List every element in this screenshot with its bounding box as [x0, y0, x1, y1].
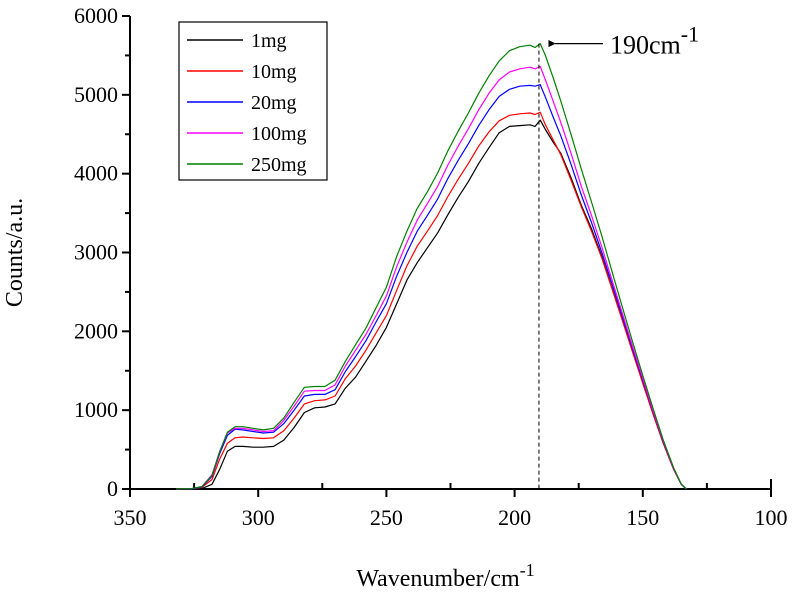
series-line-20mg	[176, 83, 687, 490]
x-tick-label: 350	[114, 505, 147, 530]
x-tick-label: 200	[498, 505, 531, 530]
legend-item: 1mg	[187, 30, 287, 52]
legend-label: 20mg	[251, 92, 297, 114]
legend-label: 250mg	[251, 154, 307, 176]
series-layer	[176, 42, 687, 490]
x-tick-label: 300	[242, 505, 275, 530]
y-tick-label: 4000	[74, 161, 118, 186]
y-axis-title: Counts/a.u.	[2, 198, 28, 307]
peak-annotation-superscript: -1	[681, 22, 699, 47]
x-axis-title-superscript: -1	[520, 560, 535, 580]
x-tick-label: 100	[755, 505, 788, 530]
y-tick-label: 3000	[74, 240, 118, 265]
x-axis-title: Wavenumber/cm-1	[356, 560, 534, 592]
legend-box	[178, 21, 328, 181]
y-tick-label: 6000	[74, 3, 118, 28]
series-line-100mg	[176, 65, 687, 490]
x-axis-title-main: Wavenumber/cm	[356, 566, 520, 592]
y-tick-label: 2000	[74, 318, 118, 343]
peak-annotation-main: 190cm	[610, 31, 681, 60]
series-line-250mg	[176, 42, 687, 490]
y-tick-label: 5000	[74, 82, 118, 107]
legend-item: 20mg	[187, 92, 297, 114]
y-tick-label: 0	[107, 476, 118, 501]
legend-item: 10mg	[187, 61, 297, 83]
legend-label: 100mg	[251, 123, 307, 145]
series-line-10mg	[176, 111, 687, 490]
legend-item: 100mg	[187, 123, 307, 145]
peak-annotation-label: 190cm-1	[610, 22, 699, 60]
legend-item: 250mg	[187, 154, 307, 176]
y-tick-label: 1000	[74, 397, 118, 422]
annotation-layer: 190cm-1	[538, 22, 699, 489]
legend-label: 1mg	[251, 30, 287, 52]
x-tick-label: 150	[626, 505, 659, 530]
x-tick-label: 250	[370, 505, 403, 530]
legend-label: 10mg	[251, 61, 297, 83]
axes: 0 1000 2000 3000 4000 5000 6000 350 300 250 200 150…	[74, 3, 788, 530]
legend: 1mg 10mg 20mg 100mg 250mg	[178, 21, 328, 181]
